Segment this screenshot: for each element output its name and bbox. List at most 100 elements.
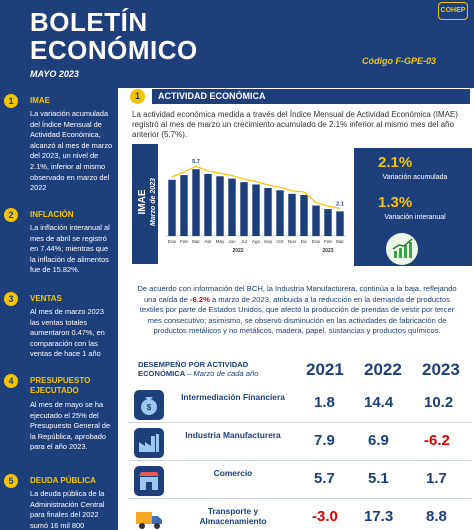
chart-bar — [240, 182, 248, 236]
stat-interannual-label: Variación interanual — [384, 214, 446, 221]
row-value-2023: 1.7 — [426, 470, 447, 487]
main-content: 1 ACTIVIDAD ECONÓMICA La actividad econó… — [118, 88, 474, 530]
title-line1: BOLETÍN — [30, 7, 148, 37]
chart-side-label: IMAE Marzo de 2023 — [132, 144, 158, 264]
table-row: $ Intermediación Financiera 1.8 14.4 10.… — [128, 388, 472, 422]
stat-accumulated-label: Variación acumulada — [382, 174, 448, 181]
row-value-2023: 10.2 — [424, 394, 454, 411]
chart-label-main: IMAE — [137, 189, 148, 215]
sidebar-number: 4 — [4, 374, 18, 388]
stat-interannual-value: 1.3% — [378, 194, 413, 211]
row-value-2021: -3.0 — [312, 508, 338, 525]
chart-tick-label: Nov — [288, 239, 297, 244]
table-header-sub: – Marzo de cada año — [187, 369, 259, 378]
chart-tick-label: Jun — [228, 239, 236, 244]
chart-year-label: 2023 — [322, 248, 333, 254]
chart-tick-label: Dic — [301, 239, 308, 244]
imae-bar-chart: Ene Feb Mar Abr May Jun Jul Ago Sep Oct Nov Dic Ene F… — [166, 159, 346, 254]
manufacturing-narrative: De acuerdo con información del BCH, la I… — [136, 284, 458, 337]
sidebar-heading: IMAE — [30, 96, 50, 105]
chart-data-label: 2.1 — [336, 201, 344, 207]
title-line2: ECONÓMICO — [30, 35, 198, 65]
table-header: DESEMPEÑO POR ACTIVIDAD ECONÓMICA – Marz… — [128, 358, 472, 384]
sidebar-number: 3 — [4, 292, 18, 306]
truck-icon — [134, 504, 164, 530]
table-row: Transporte y Almacenamiento -3.0 17.3 8.… — [128, 502, 472, 530]
chart-tick-label: Abr — [204, 239, 212, 244]
sidebar-heading: VENTAS — [30, 294, 62, 303]
money-bag-icon: $ — [134, 390, 164, 420]
chart-bar — [288, 193, 296, 236]
chart-tick-label: Feb — [180, 239, 188, 244]
chart-bar — [228, 178, 236, 236]
row-value-2022: 6.9 — [368, 432, 389, 449]
chart-bar — [252, 184, 260, 236]
sidebar-number: 1 — [4, 94, 18, 108]
shop-icon — [134, 466, 164, 496]
chart-year-label: 2022 — [232, 248, 243, 254]
chart-tick-label: Mar — [336, 239, 344, 244]
sidebar-text: Al mes de marzo 2023 las ventas totales … — [30, 307, 105, 359]
row-name: Comercio — [213, 468, 253, 478]
chart-tick-label: Sep — [264, 239, 273, 244]
chart-bar — [216, 176, 224, 236]
section-intro: La actividad económica medida a través d… — [132, 110, 458, 139]
chart-tick-label: Feb — [324, 239, 332, 244]
section-title: ACTIVIDAD ECONÓMICA — [152, 89, 470, 104]
sidebar-heading: INFLACIÓN — [30, 210, 74, 219]
sidebar-heading: PRESUPUESTO EJECUTADO — [30, 376, 91, 395]
chart-trend-line — [171, 165, 341, 209]
row-value-2022: 17.3 — [364, 508, 394, 525]
chart-bar — [312, 205, 320, 236]
chart-tick-label: Mar — [192, 239, 200, 244]
row-name: Transporte y Almacenamiento — [199, 506, 267, 526]
growth-chart-icon — [386, 233, 418, 265]
bulletin-date: MAYO 2023 — [30, 69, 79, 79]
sidebar-text: Al mes de mayo se ha ejecutado el 25% de… — [30, 400, 111, 452]
chart-bar — [264, 187, 272, 236]
logo-text: COHEP — [440, 7, 466, 14]
chart-data-label: 5.7 — [192, 159, 200, 165]
section-header: 1 ACTIVIDAD ECONÓMICA — [130, 88, 470, 106]
chart-tick-label: Ago — [252, 239, 261, 244]
section-number: 1 — [130, 89, 145, 104]
chart-tick-label: Ene — [312, 239, 321, 244]
chart-tick-label: Ene — [168, 239, 177, 244]
sidebar-text: La variación acumulada del Índice Mensua… — [30, 109, 113, 193]
imae-chart: IMAE Marzo de 2023 Ene Feb Mar Abr May Jun Jul… — [132, 140, 352, 264]
row-divider — [128, 460, 472, 461]
row-name: Intermediación Financiera — [181, 392, 285, 402]
stats-values: 2.1% Variación acumulada 1.3% Variación … — [362, 154, 468, 264]
chart-tick-label: Oct — [276, 239, 284, 244]
sidebar-text: La inflación interanual al mes de abril … — [30, 223, 110, 275]
chart-label-sub: Marzo de 2023 — [150, 178, 157, 226]
chart-bar — [168, 179, 176, 236]
narrative-part-b: a marzo de 2023, atribuida a la reducció… — [139, 294, 455, 336]
row-value-2021: 1.8 — [314, 394, 335, 411]
chart-tick-label: Jul — [241, 239, 247, 244]
year-2023: 2023 — [422, 360, 460, 379]
chart-bar — [336, 211, 344, 236]
row-divider — [128, 498, 472, 499]
sidebar: 1 IMAE La variación acumulada del Índice… — [0, 88, 118, 530]
sidebar-heading: DEUDA PÚBLICA — [30, 476, 96, 485]
sidebar-number: 5 — [4, 474, 18, 488]
chart-bar — [180, 175, 188, 236]
table-header-title: DESEMPEÑO POR ACTIVIDAD ECONÓMICA — [138, 360, 249, 378]
chart-bar — [192, 169, 200, 236]
factory-icon — [134, 428, 164, 458]
year-2022: 2022 — [364, 360, 402, 379]
svg-text:$: $ — [147, 403, 152, 412]
stat-accumulated-value: 2.1% — [378, 154, 413, 171]
chart-bar — [276, 190, 284, 236]
row-value-2023: 8.8 — [426, 508, 447, 525]
row-value-2021: 5.7 — [314, 470, 335, 487]
cohep-logo: COHEP — [438, 2, 468, 20]
chart-tick-label: May — [216, 239, 225, 244]
chart-bar — [300, 195, 308, 236]
narrative-negative-value: -6.2% — [189, 294, 210, 304]
narrative-part-a: De acuerdo con información del BCH, la I… — [137, 284, 457, 304]
document-code: Código F-GPE-03 — [362, 56, 436, 66]
row-value-2022: 5.1 — [368, 470, 389, 487]
